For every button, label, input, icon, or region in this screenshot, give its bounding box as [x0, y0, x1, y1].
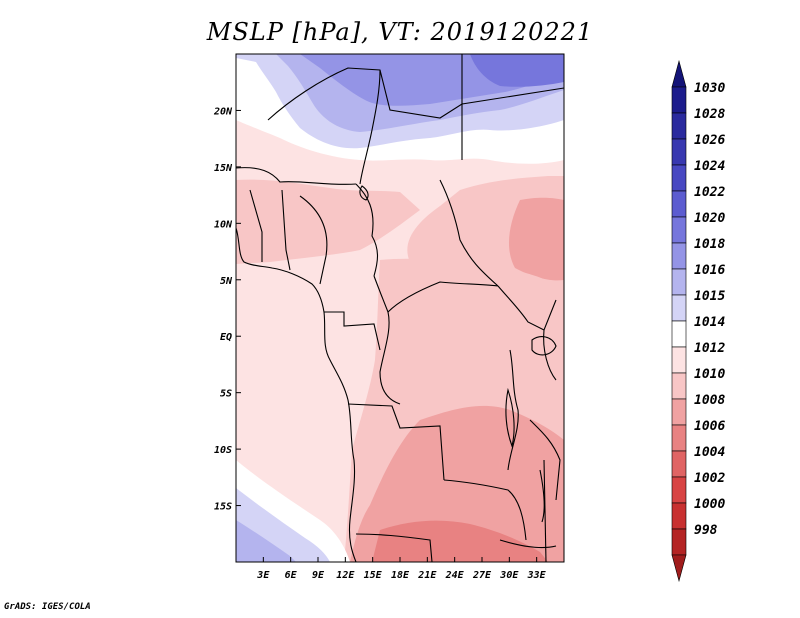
- colorbar-swatch: [671, 86, 687, 114]
- colorbar-swatch: [671, 190, 687, 218]
- lon-tick-label: 24E: [445, 570, 465, 581]
- lon-tick-label: 12E: [336, 570, 355, 581]
- colorbar-label: 1016: [694, 263, 725, 278]
- colorbar-label: 1026: [694, 133, 725, 148]
- colorbar-label: 1012: [694, 341, 725, 356]
- colorbar-swatch: [671, 450, 687, 478]
- lake-tanganyika: [505, 387, 515, 448]
- border-n4: [236, 167, 357, 185]
- lat-tick-label: 10N: [214, 219, 233, 230]
- border-e2: [529, 419, 561, 501]
- border-s1: [443, 479, 527, 541]
- grads-credit: GrADS: IGES/COLA: [4, 602, 91, 612]
- colorbar-label: 1006: [694, 419, 725, 434]
- border-s3: [499, 539, 557, 549]
- lat-tick-label: 5N: [220, 276, 233, 287]
- border-g2: [379, 311, 401, 405]
- colorbar-label: 1018: [694, 237, 725, 252]
- lon-tick-label: 18E: [391, 570, 410, 581]
- colorbar-swatch: [671, 528, 687, 556]
- lon-tick-label: 6E: [285, 570, 298, 581]
- border-c1: [439, 179, 499, 287]
- colorbar-swatch: [671, 502, 687, 530]
- colorbar-swatch: [671, 242, 687, 270]
- lake-chad: [359, 185, 369, 201]
- colorbar-swatch: [671, 268, 687, 296]
- colorbar-label: 1020: [694, 211, 725, 226]
- field-1010-sahel: [236, 179, 420, 264]
- lon-tick-label: 27E: [472, 570, 492, 581]
- colorbar-swatch: [671, 216, 687, 244]
- boundaries: [236, 54, 564, 562]
- colorbar-label: 1030: [694, 81, 725, 96]
- field-1016-south: [236, 520, 296, 562]
- lon-axis: 3E 6E 9E 12E 15E 18E 21E 24E 27E 30E 33E: [256, 557, 547, 581]
- lon-tick-label: 15E: [364, 570, 383, 581]
- colorbar-label: 1014: [694, 315, 725, 330]
- lon-tick-label: 30E: [499, 570, 519, 581]
- border-e1: [507, 349, 519, 471]
- border-s4: [543, 459, 547, 562]
- colorbar-swatch: [671, 476, 687, 504]
- lon-tick-label: 33E: [527, 570, 547, 581]
- colorbar-swatch: [671, 346, 687, 374]
- lake-malawi: [539, 469, 545, 523]
- border-w4: [355, 183, 379, 277]
- colorbar-swatch: [671, 294, 687, 322]
- colorbar-swatch: [671, 112, 687, 140]
- border-c2: [373, 275, 499, 313]
- colorbar-label: 998: [694, 523, 718, 538]
- colorbar-bottom-arrow: [671, 554, 687, 583]
- border-c4: [543, 329, 557, 381]
- field-1008-south: [350, 405, 564, 562]
- colorbar-label: 1008: [694, 393, 725, 408]
- field-1008-east: [508, 197, 564, 281]
- colorbar-swatch: [671, 372, 687, 400]
- colorbar-label: 1028: [694, 107, 725, 122]
- colorbar-label: 1015: [694, 289, 725, 304]
- border-g1: [324, 311, 381, 351]
- border-s2: [355, 533, 433, 562]
- border-g3: [347, 403, 445, 481]
- colorbar-label: 1024: [694, 159, 725, 174]
- lat-tick-label: 15N: [214, 163, 233, 174]
- colorbar-swatch: [671, 424, 687, 452]
- colorbar-swatch: [671, 398, 687, 426]
- colorbar-swatch: [671, 320, 687, 348]
- border-n1: [267, 67, 463, 160]
- border-c3: [497, 285, 557, 331]
- border-w2: [281, 189, 291, 271]
- field-1020-ne: [470, 54, 564, 87]
- border-n3: [461, 54, 564, 105]
- lon-tick-label: 3E: [256, 570, 270, 581]
- border-w1: [249, 189, 263, 262]
- lat-tick-label: 10S: [214, 445, 232, 456]
- coastline-west: [236, 227, 357, 562]
- lon-tick-label: 21E: [417, 570, 437, 581]
- lat-axis: 20N 15N 10N 5N EQ 5S 10S 15S: [213, 106, 241, 513]
- lat-tick-label: EQ: [220, 332, 232, 343]
- colorbar-label: 1002: [694, 471, 725, 486]
- pressure-field: [236, 54, 564, 562]
- field-1006-south: [372, 520, 548, 562]
- colorbar-label: 1022: [694, 185, 725, 200]
- lat-tick-label: 20N: [213, 106, 233, 117]
- lat-tick-label: 15S: [214, 502, 232, 513]
- lat-tick-label: 5S: [220, 389, 232, 400]
- lon-tick-label: 9E: [312, 570, 325, 581]
- border-w3: [299, 195, 328, 285]
- colorbar-label: 1004: [694, 445, 725, 460]
- border-n2: [359, 69, 381, 185]
- colorbar: 1030 1028 1026 1024 1022 1020 1018 1016 1015 1014…: [671, 59, 725, 583]
- colorbar-swatch: [671, 164, 687, 192]
- map-title: MSLP [hPa], VT: 2019120221: [206, 18, 594, 46]
- colorbar-label: 1010: [694, 367, 725, 382]
- colorbar-label: 1000: [694, 497, 725, 512]
- colorbar-swatch: [671, 138, 687, 166]
- colorbar-top-arrow: [671, 59, 687, 88]
- lake-victoria: [531, 336, 557, 356]
